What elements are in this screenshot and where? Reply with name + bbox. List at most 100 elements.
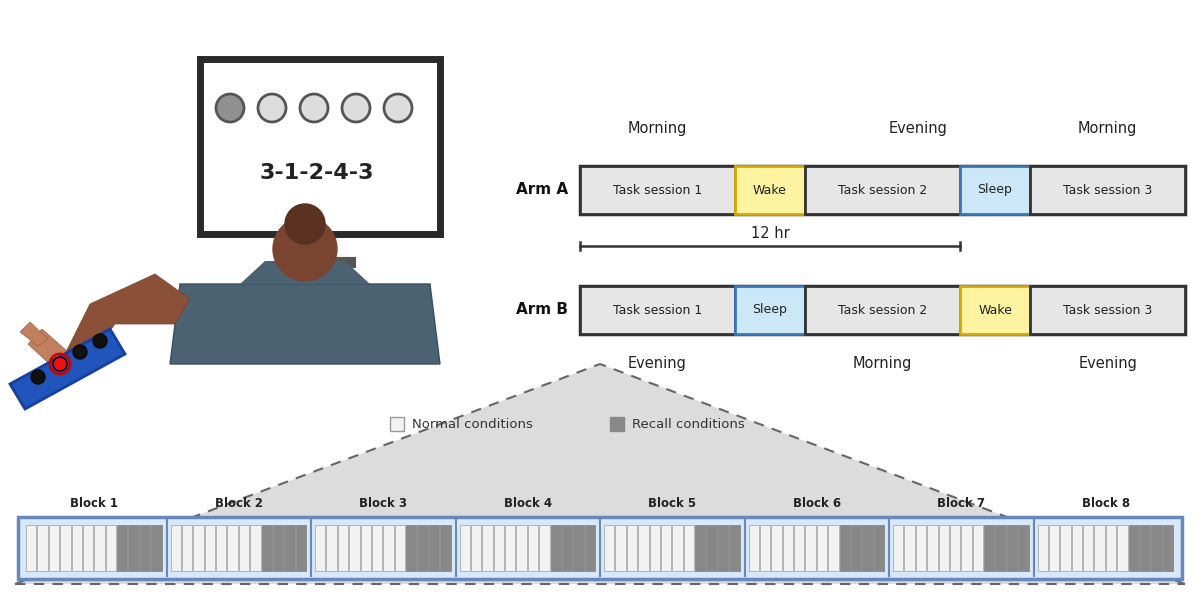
- Bar: [828, 525, 839, 571]
- Bar: [863, 525, 872, 571]
- Polygon shape: [28, 329, 68, 369]
- Circle shape: [258, 94, 286, 122]
- Bar: [616, 525, 625, 571]
- Bar: [695, 525, 706, 571]
- Bar: [1007, 525, 1018, 571]
- Bar: [272, 525, 283, 571]
- Bar: [580, 166, 1186, 214]
- Text: Task session 1: Task session 1: [613, 304, 702, 317]
- Text: Wake: Wake: [754, 184, 787, 197]
- Bar: [805, 166, 960, 214]
- Bar: [905, 525, 914, 571]
- Bar: [638, 525, 648, 571]
- Bar: [182, 525, 192, 571]
- Bar: [973, 525, 983, 571]
- Text: Arm B: Arm B: [516, 302, 568, 318]
- Bar: [961, 525, 972, 571]
- Bar: [26, 525, 36, 571]
- Bar: [118, 525, 127, 571]
- Bar: [1072, 525, 1082, 571]
- Bar: [916, 525, 926, 571]
- Bar: [372, 525, 383, 571]
- Bar: [239, 525, 250, 571]
- Bar: [284, 525, 295, 571]
- Bar: [295, 525, 306, 571]
- Circle shape: [53, 357, 67, 371]
- Bar: [1031, 166, 1186, 214]
- Bar: [60, 525, 71, 571]
- Bar: [772, 525, 781, 571]
- Bar: [205, 525, 215, 571]
- Bar: [707, 525, 716, 571]
- Text: Task session 3: Task session 3: [1063, 304, 1152, 317]
- Bar: [1018, 525, 1028, 571]
- Bar: [395, 525, 406, 571]
- Text: Arm A: Arm A: [516, 182, 568, 197]
- Polygon shape: [170, 284, 440, 364]
- Bar: [760, 525, 770, 571]
- Bar: [684, 525, 694, 571]
- Bar: [128, 525, 139, 571]
- Bar: [72, 525, 82, 571]
- Circle shape: [94, 334, 107, 348]
- Bar: [580, 166, 734, 214]
- Bar: [1105, 525, 1116, 571]
- Text: Sleep: Sleep: [978, 184, 1013, 197]
- Bar: [734, 166, 805, 214]
- Bar: [1061, 525, 1070, 571]
- Bar: [794, 525, 804, 571]
- Bar: [227, 525, 238, 571]
- Bar: [505, 525, 515, 571]
- Bar: [37, 525, 48, 571]
- Bar: [482, 525, 493, 571]
- Text: Evening: Evening: [628, 356, 686, 371]
- Circle shape: [342, 94, 370, 122]
- Bar: [1128, 525, 1139, 571]
- Text: Evening: Evening: [888, 121, 947, 136]
- Bar: [390, 417, 404, 431]
- Text: Block 7: Block 7: [937, 497, 985, 510]
- Circle shape: [73, 345, 88, 359]
- Bar: [580, 286, 734, 334]
- Bar: [151, 525, 162, 571]
- Bar: [493, 525, 504, 571]
- Bar: [960, 286, 1031, 334]
- Circle shape: [286, 204, 325, 244]
- Polygon shape: [290, 261, 320, 281]
- Bar: [460, 525, 470, 571]
- Bar: [418, 525, 427, 571]
- Bar: [83, 525, 94, 571]
- Bar: [610, 417, 624, 431]
- Polygon shape: [65, 274, 190, 364]
- Bar: [170, 525, 181, 571]
- Bar: [718, 525, 728, 571]
- Text: Recall conditions: Recall conditions: [632, 418, 745, 431]
- Bar: [383, 525, 394, 571]
- Text: Morning: Morning: [628, 121, 688, 136]
- Circle shape: [216, 94, 244, 122]
- Bar: [938, 525, 949, 571]
- Bar: [749, 525, 758, 571]
- Bar: [406, 525, 416, 571]
- Text: Task session 3: Task session 3: [1063, 184, 1152, 197]
- Bar: [106, 525, 116, 571]
- Bar: [1038, 525, 1048, 571]
- Text: Block 1: Block 1: [71, 497, 119, 510]
- Polygon shape: [14, 364, 1186, 584]
- Bar: [1049, 525, 1060, 571]
- Text: Block 8: Block 8: [1081, 497, 1130, 510]
- Circle shape: [31, 370, 46, 384]
- Bar: [805, 525, 816, 571]
- Bar: [516, 525, 527, 571]
- Text: Normal conditions: Normal conditions: [412, 418, 533, 431]
- Bar: [805, 286, 960, 334]
- Bar: [200, 59, 440, 234]
- Bar: [326, 525, 337, 571]
- Text: Morning: Morning: [853, 356, 912, 371]
- Text: Block 6: Block 6: [793, 497, 841, 510]
- Bar: [95, 525, 104, 571]
- Text: 3-1-2-4-3: 3-1-2-4-3: [260, 163, 374, 183]
- Bar: [349, 525, 360, 571]
- Bar: [337, 525, 348, 571]
- Bar: [840, 525, 850, 571]
